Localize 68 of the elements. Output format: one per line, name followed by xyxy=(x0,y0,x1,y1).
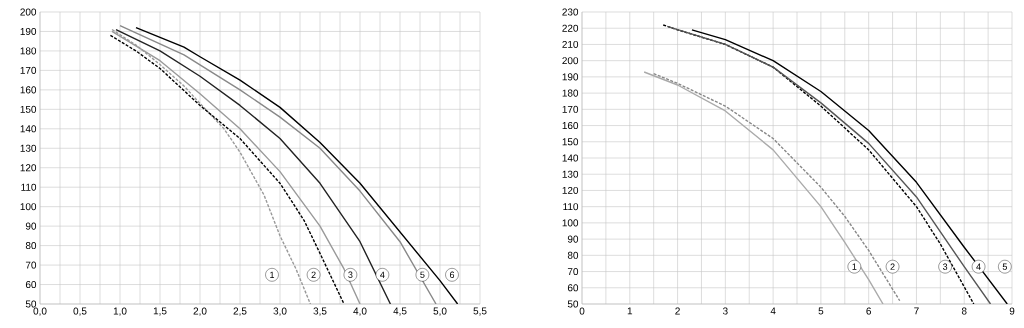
y-tick-label: 100 xyxy=(20,203,37,211)
y-tick-label: 150 xyxy=(562,138,579,146)
annotation: 1 xyxy=(270,271,275,278)
y-tick-label: 160 xyxy=(20,86,37,94)
annotation: 4 xyxy=(380,271,385,278)
x-tick-label: 0 xyxy=(579,307,585,315)
y-tick-label: 130 xyxy=(562,170,579,178)
x-tick-label: 2 xyxy=(675,307,680,315)
y-tick-label: 130 xyxy=(20,144,37,152)
annotation: 3 xyxy=(942,263,948,270)
y-tick-label: 180 xyxy=(20,47,37,55)
x-tick-label: 1 xyxy=(627,307,633,315)
y-tick-label: 190 xyxy=(562,73,579,81)
y-tick-label: 80 xyxy=(567,251,579,259)
annotation: 6 xyxy=(449,271,455,278)
x-tick-label: 5,0 xyxy=(433,307,447,316)
y-tick-label: 200 xyxy=(20,8,37,16)
y-tick-label: 50 xyxy=(567,300,579,308)
x-tick-label: 0,5 xyxy=(73,307,87,316)
y-tick-label: 220 xyxy=(562,24,579,32)
x-tick-label: 1,0 xyxy=(113,307,127,316)
y-tick-label: 140 xyxy=(20,125,37,133)
y-tick-label: 170 xyxy=(20,66,37,74)
x-tick-label: 5 xyxy=(818,307,824,315)
y-tick-label: 190 xyxy=(20,27,37,35)
annotation: 2 xyxy=(311,271,316,278)
annotation: 4 xyxy=(976,263,981,270)
y-tick-label: 210 xyxy=(562,40,579,48)
x-tick-label: 4,0 xyxy=(353,307,367,316)
x-tick-label: 2,0 xyxy=(193,307,207,316)
y-tick-label: 70 xyxy=(567,268,579,276)
y-tick-label: 120 xyxy=(20,164,37,172)
x-tick-label: 8 xyxy=(961,307,967,315)
x-tick-label: 0,0 xyxy=(33,307,47,316)
y-tick-label: 180 xyxy=(562,89,579,97)
y-tick-label: 80 xyxy=(25,242,37,250)
x-tick-label: 3 xyxy=(722,307,728,315)
x-tick-label: 1,5 xyxy=(153,307,167,316)
y-tick-label: 120 xyxy=(562,186,579,194)
x-tick-label: 2,5 xyxy=(233,307,247,316)
x-tick-label: 9 xyxy=(1009,307,1015,315)
x-tick-label: 7 xyxy=(914,307,919,315)
annotation: 5 xyxy=(1002,263,1007,270)
x-tick-label: 3,5 xyxy=(313,307,327,316)
y-tick-label: 200 xyxy=(562,57,579,65)
y-tick-label: 170 xyxy=(562,105,579,113)
y-tick-label: 60 xyxy=(567,284,579,292)
annotation: 1 xyxy=(852,263,857,270)
y-tick-label: 150 xyxy=(20,105,37,113)
y-tick-label: 140 xyxy=(562,154,579,162)
x-tick-label: 5,5 xyxy=(473,307,487,316)
x-tick-label: 4,5 xyxy=(393,307,407,316)
y-tick-label: 50 xyxy=(25,300,37,308)
annotation: 5 xyxy=(420,271,425,278)
x-tick-label: 4 xyxy=(770,307,776,315)
annotation: 3 xyxy=(348,271,353,278)
y-tick-label: 110 xyxy=(563,203,579,211)
x-tick-label: 6 xyxy=(866,307,872,315)
y-tick-label: 90 xyxy=(25,222,37,230)
y-tick-label: 70 xyxy=(25,261,37,269)
annotation: 2 xyxy=(890,263,895,270)
y-tick-label: 60 xyxy=(25,281,37,289)
y-tick-label: 90 xyxy=(567,235,579,243)
y-tick-label: 110 xyxy=(21,183,37,191)
y-tick-label: 160 xyxy=(562,122,579,130)
y-tick-label: 100 xyxy=(562,219,579,227)
y-tick-label: 230 xyxy=(562,8,579,16)
x-tick-label: 3,0 xyxy=(273,307,287,316)
